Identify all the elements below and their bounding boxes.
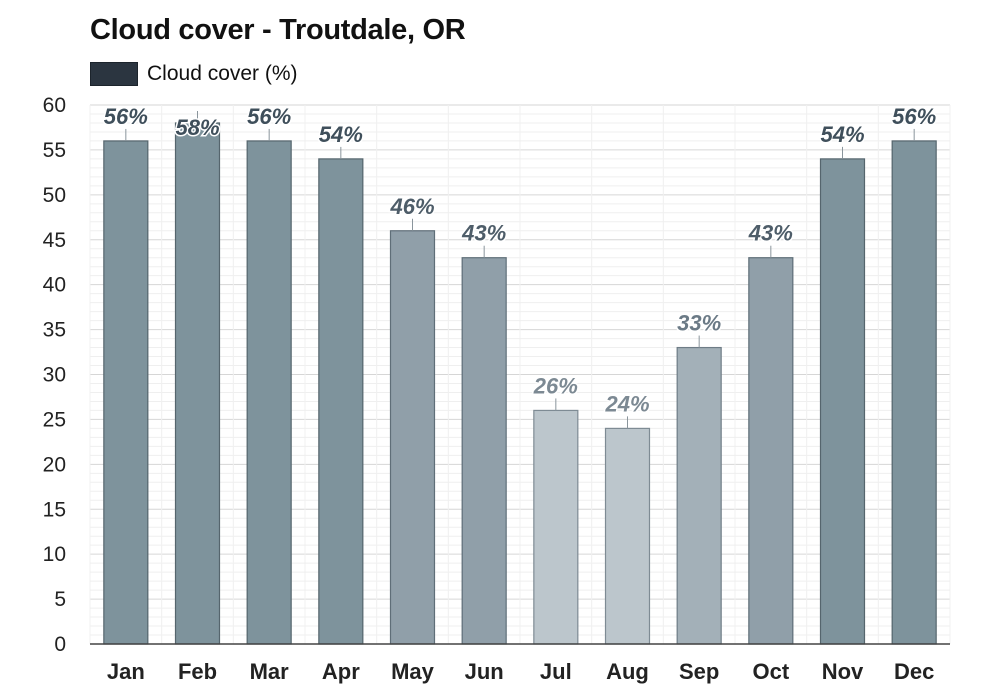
grid-lines [89,104,951,645]
y-tick-label: 55 [43,139,66,162]
bar-data-label: 56% [104,104,148,129]
bar-data-label: 33% [677,311,721,336]
y-tick-label: 30 [43,364,66,387]
y-tick-label: 10 [43,543,66,566]
x-tick-label: Dec [894,659,934,684]
y-axis: 0 5 10 15 20 25 30 35 40 45 50 55 60 [43,94,66,656]
bar-data-label: 26% [533,373,578,398]
x-tick-label: Jul [540,659,572,684]
x-tick-label: Jan [107,659,145,684]
y-tick-label: 35 [43,319,66,342]
bar [246,140,292,645]
bar [318,158,364,645]
y-tick-label: 20 [43,453,66,476]
x-tick-label: Apr [322,659,360,684]
bar [533,409,579,645]
bar-data-label: 56% [247,104,291,129]
bar [748,257,794,645]
bar [604,427,651,645]
bar [819,158,866,645]
bar-data-label: 56% [892,104,936,129]
bar-data-label: 43% [461,221,506,246]
y-tick-label: 60 [43,94,66,117]
x-tick-label: Feb [178,659,217,684]
bar-data-label: 24% [604,391,649,416]
y-tick-label: 25 [43,408,66,431]
y-tick-label: 0 [54,633,66,656]
bar-data-label: 43% [748,221,793,246]
x-tick-label: Aug [606,659,649,684]
legend-label: Cloud cover (%) [147,62,298,85]
bar [676,346,722,645]
legend: Cloud cover (%) [90,62,298,86]
bar [389,230,436,645]
x-axis: Jan Feb Mar Apr May Jun Jul Aug Sep Oct Nov Dec [90,643,950,684]
y-tick-label: 15 [43,498,66,521]
bar [891,140,937,645]
y-tick-label: 40 [43,274,66,297]
bar [461,257,507,645]
chart-title: Cloud cover - Troutdale, OR [90,14,466,46]
y-tick-label: 5 [54,588,66,611]
x-tick-label: Sep [679,659,719,684]
legend-swatch [90,62,138,86]
bar [103,140,149,645]
x-tick-label: Oct [752,659,789,684]
x-tick-label: May [391,659,435,684]
bar-data-label: 54% [319,122,363,147]
bar-data-label: 58% [175,115,219,140]
x-tick-label: Nov [822,659,864,684]
y-tick-label: 50 [43,184,66,207]
bar-data-label: 46% [389,194,434,219]
bar [174,122,221,645]
x-tick-label: Mar [250,659,290,684]
x-tick-label: Jun [465,659,504,684]
bar-data-label: 54% [820,122,864,147]
y-tick-label: 45 [43,229,66,252]
